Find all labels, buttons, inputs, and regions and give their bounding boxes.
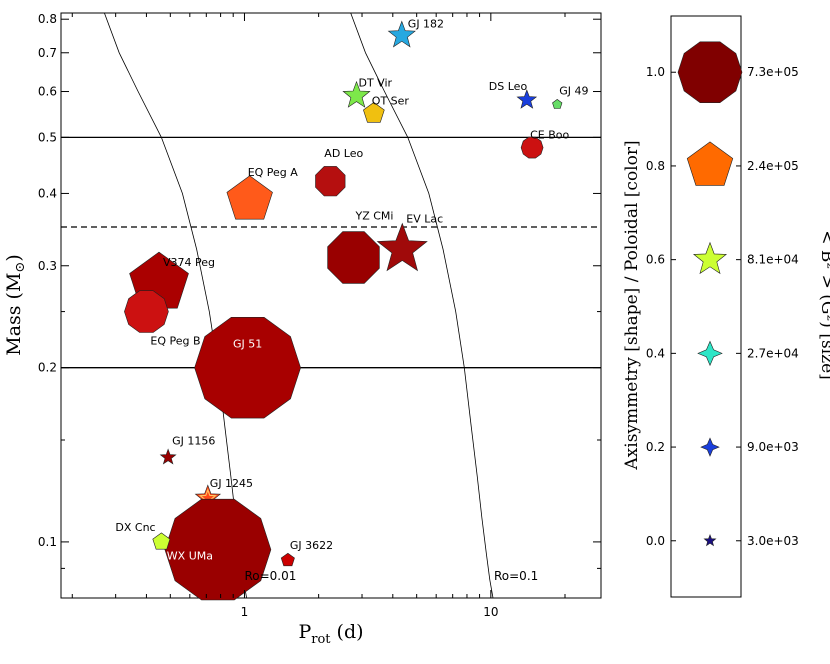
label-ce-boo: CE Boo — [530, 129, 569, 142]
marker-ot-ser — [363, 102, 385, 123]
cb-marker-0 — [677, 41, 743, 103]
marker-ds-leo — [516, 89, 538, 109]
label-gj-1245: GJ 1245 — [210, 477, 253, 490]
cb-b2-label-2: 8.1e+04 — [747, 253, 799, 267]
label-eq-peg-a: EQ Peg A — [248, 166, 299, 179]
colorbar-legend-frame — [670, 15, 742, 598]
cb-tick-label-5: 0.0 — [646, 534, 665, 548]
cb-b2-label-4: 9.0e+03 — [747, 440, 799, 454]
rossby-curve-1 — [350, 13, 494, 598]
main-axes-ticks: 1 10 0.1 0.2 0.3 0.4 0.5 0.6 0.7 0.8 — [38, 12, 601, 619]
x-axis-label: Prot (d) — [298, 621, 363, 647]
cb-marker-3 — [697, 340, 723, 367]
x-axis-label-sub: rot — [311, 632, 331, 647]
y-tick-label-5: 0.6 — [38, 85, 57, 99]
label-gj-182: GJ 182 — [408, 17, 444, 30]
marker-dx-cnc — [152, 532, 171, 550]
marker-gj-3622 — [280, 552, 295, 567]
cb-tick-label-2: 0.6 — [646, 253, 665, 267]
label-gj-3622: GJ 3622 — [290, 539, 333, 552]
label-wx-uma: WX UMa — [167, 550, 213, 563]
colorbar-axis-label: Axisymmetry [shape] / Poloidal [color] — [622, 140, 642, 470]
x-axis-label-unit: (d) — [331, 621, 364, 643]
marker-eq-peg-b — [124, 290, 169, 333]
y-tick-label-7: 0.8 — [38, 12, 57, 26]
label-yz-cmi: YZ CMi — [355, 210, 394, 223]
y-tick-label-6: 0.7 — [38, 46, 57, 60]
cb-tick-label-4: 0.2 — [646, 440, 665, 454]
cb-marker-5 — [703, 533, 717, 547]
cb-b2-label-1: 2.4e+05 — [747, 159, 799, 173]
marker-gj-49 — [552, 99, 563, 109]
marker-eq-peg-a — [226, 175, 273, 220]
colorbar-size-label: < B² > (G²) [size] — [817, 230, 830, 380]
marker-gj-51 — [194, 316, 301, 419]
y-axis-label-symbol: ⊙ — [13, 262, 28, 273]
rossby-curve-label-1: Ro=0.1 — [494, 569, 538, 583]
x-tick-label-1: 10 — [483, 605, 498, 619]
cb-tick-label-3: 0.4 — [646, 346, 665, 360]
marker-dt-vir — [342, 80, 371, 108]
y-axis-label-end: ) — [3, 254, 25, 261]
y-tick-label-4: 0.5 — [38, 130, 57, 144]
label-dt-vir: DT Vir — [359, 77, 393, 90]
marker-ad-leo — [315, 166, 346, 197]
mass-boundary-lines — [61, 136, 601, 369]
cb-marker-1 — [686, 141, 734, 186]
y-tick-label-1: 0.2 — [38, 361, 57, 375]
label-ad-leo: AD Leo — [324, 147, 363, 160]
label-ev-lac: EV Lac — [406, 213, 443, 226]
y-tick-label-3: 0.4 — [38, 186, 57, 200]
y-tick-label-2: 0.3 — [38, 259, 57, 273]
label-ds-leo: DS Leo — [489, 80, 528, 93]
x-tick-label-0: 1 — [241, 605, 249, 619]
cb-b2-label-5: 3.0e+03 — [747, 534, 799, 548]
colorbar-legend: 1.0 7.3e+05 0.8 2.4e+05 0.6 8.1e+04 0.4 2.7e+04… — [646, 41, 799, 548]
marker-gj-1156 — [159, 448, 177, 465]
label-eq-peg-b: EQ Peg B — [150, 335, 200, 348]
marker-ce-boo — [520, 136, 544, 159]
rossby-curve-label-0: Ro=0.01 — [244, 569, 296, 583]
cb-tick-label-1: 0.8 — [646, 159, 665, 173]
star-labels: Ro=0.01 Ro=0.1 GJ 182 DT Vir OT Ser DS Leo GJ … — [115, 17, 588, 582]
cb-marker-4 — [700, 437, 720, 457]
cb-b2-label-3: 2.7e+04 — [747, 346, 799, 360]
x-axis-label-main: P — [298, 621, 311, 643]
label-ot-ser: OT Ser — [372, 94, 410, 107]
label-dx-cnc: DX Cnc — [115, 521, 155, 534]
marker-yz-cmi — [327, 231, 380, 284]
y-axis-label: Mass (M⊙) — [3, 254, 28, 356]
marker-wx-uma — [164, 498, 272, 601]
label-v374-peg: V374 Peg — [163, 256, 215, 269]
y-tick-label-0: 0.1 — [38, 535, 57, 549]
cb-tick-label-0: 1.0 — [646, 65, 665, 79]
y-axis-label-main: Mass (M — [3, 273, 25, 356]
marker-ev-lac — [376, 222, 428, 272]
cb-marker-2 — [692, 241, 728, 275]
cb-b2-label-0: 7.3e+05 — [747, 65, 799, 79]
marker-gj-182 — [387, 20, 416, 48]
star-markers — [124, 20, 563, 601]
label-gj-1156: GJ 1156 — [172, 434, 215, 447]
label-gj-51: GJ 51 — [233, 338, 262, 351]
label-gj-49: GJ 49 — [559, 84, 588, 97]
